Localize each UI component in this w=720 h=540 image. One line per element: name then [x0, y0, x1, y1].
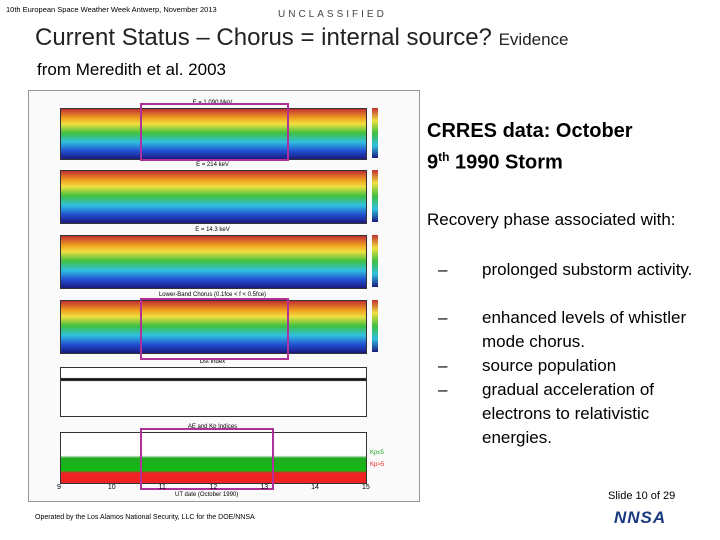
panel-title: E = 214 keV: [196, 162, 229, 168]
heading: CRRES data: October 9th 1990 Storm: [427, 118, 633, 176]
highlight-box: [140, 298, 289, 360]
dash: –: [438, 356, 448, 375]
x-tick-label: 9: [57, 484, 61, 491]
panel-title: AE and Kp Indices: [187, 424, 238, 430]
bullet: – gradual acceleration of electrons to re…: [438, 378, 698, 450]
bullet-text: enhanced levels of whistler mode chorus.: [482, 308, 687, 351]
ae-panel: [60, 432, 367, 484]
title-main: Current Status – Chorus = internal sourc…: [35, 24, 492, 51]
heading-day: 9: [427, 151, 439, 174]
x-tick-label: 11: [158, 484, 166, 491]
highlight-box: [140, 428, 274, 490]
panel-title: Dst Index: [199, 359, 226, 365]
dash: –: [438, 260, 448, 279]
highlight-box: [140, 103, 289, 161]
heading-sup: th: [438, 150, 450, 164]
colorbar: [372, 170, 378, 222]
spectrogram: [60, 235, 367, 289]
spectrogram: [60, 300, 367, 354]
title-suffix: Evidence: [498, 30, 569, 49]
classification: UNCLASSIFIED: [278, 9, 387, 20]
title: Current Status – Chorus = internal sourc…: [35, 24, 569, 52]
x-tick-label: 15: [362, 484, 370, 491]
x-tick-label: 10: [107, 484, 116, 491]
slide-number: Slide 10 of 29: [608, 490, 676, 502]
bullet: – prolonged substorm activity.: [438, 258, 698, 282]
x-tick-label: 13: [260, 484, 269, 491]
dash: –: [438, 308, 448, 327]
kp-legend: Kp>5: [370, 462, 385, 468]
spectrogram: [60, 170, 367, 224]
bullet: – enhanced levels of whistler mode chorus…: [438, 306, 698, 354]
bullet-text: prolonged substorm activity.: [482, 260, 693, 279]
bullet-text: source population: [482, 356, 617, 375]
event: 10th European Space Weather Week Antwerp…: [6, 5, 217, 14]
panel-title: E = 14.3 keV: [195, 227, 230, 233]
x-tick-label: 14: [311, 484, 319, 491]
x-label: UT date (October 1990): [175, 492, 239, 498]
logo: NNSA: [614, 508, 667, 527]
panel-title: Lower-Band Chorus (0.1fce < f < 0.5fce): [158, 292, 267, 298]
subtitle: from Meredith et al. 2003: [37, 60, 226, 79]
bullet-text: gradual acceleration of electrons to rel…: [482, 380, 655, 447]
colorbar: [372, 108, 378, 158]
heading-rest: 1990 Storm: [449, 151, 563, 174]
colorbar: [372, 235, 378, 287]
heading-line: CRRES data: October: [427, 120, 633, 142]
x-tick-label: 12: [209, 484, 218, 491]
dst-panel: [60, 367, 367, 417]
operator: Operated by the Los Alamos National Secu…: [35, 514, 255, 521]
colorbar: [372, 300, 378, 352]
bullet: – source population: [438, 354, 698, 378]
kp-legend: Kp≤5: [370, 450, 384, 456]
dash: –: [438, 380, 448, 399]
intro: Recovery phase associated with:: [427, 210, 676, 229]
